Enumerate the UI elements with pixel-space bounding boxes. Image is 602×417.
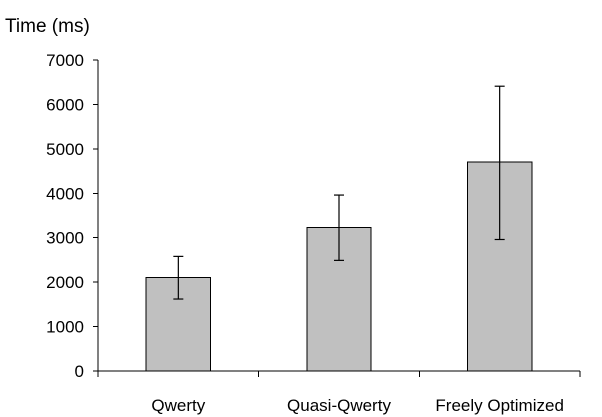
y-tick-label: 5000	[46, 140, 84, 159]
y-tick-label: 4000	[46, 184, 84, 203]
y-tick-label: 7000	[46, 51, 84, 70]
y-axis: 0 1000 2000 3000 4000 5000 6000 7000	[46, 51, 99, 381]
y-tick-label: 6000	[46, 95, 84, 114]
y-tick-label: 1000	[46, 318, 84, 337]
bars	[145, 161, 533, 372]
category-labels: Qwerty Quasi-Qwerty Freely Optimized	[151, 396, 563, 415]
error-bars	[173, 85, 505, 300]
category-label: Quasi-Qwerty	[287, 396, 391, 415]
category-label: Qwerty	[151, 396, 205, 415]
y-axis-label: Time (ms)	[5, 16, 90, 37]
y-tick-label: 0	[75, 362, 84, 381]
y-tick-label: 3000	[46, 229, 84, 248]
y-tick-label: 2000	[46, 273, 84, 292]
x-axis	[97, 370, 581, 377]
category-label: Freely Optimized	[435, 396, 563, 415]
